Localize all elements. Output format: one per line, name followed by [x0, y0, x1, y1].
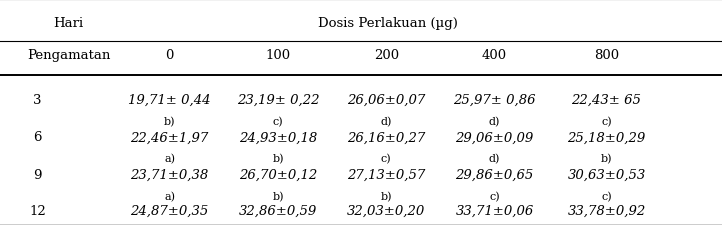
Text: 33,78±0,92: 33,78±0,92 — [567, 204, 645, 217]
Text: 27,13±0,57: 27,13±0,57 — [347, 168, 425, 181]
Text: 32,03±0,20: 32,03±0,20 — [347, 204, 425, 217]
Text: 29,86±0,65: 29,86±0,65 — [456, 168, 534, 181]
Text: a): a) — [164, 153, 175, 164]
Text: 26,70±0,12: 26,70±0,12 — [239, 168, 317, 181]
Text: 0: 0 — [165, 49, 174, 62]
Text: 24,87±0,35: 24,87±0,35 — [131, 204, 209, 217]
Text: 6: 6 — [33, 131, 42, 144]
Text: b): b) — [380, 191, 392, 201]
Text: 400: 400 — [482, 49, 507, 62]
Text: c): c) — [381, 153, 391, 164]
Text: 33,71±0,06: 33,71±0,06 — [456, 204, 534, 217]
Text: c): c) — [601, 116, 612, 127]
Text: c): c) — [601, 191, 612, 201]
Text: 30,63±0,53: 30,63±0,53 — [567, 168, 645, 181]
Text: d): d) — [489, 153, 500, 164]
Text: c): c) — [273, 116, 283, 127]
Text: 29,06±0,09: 29,06±0,09 — [456, 131, 534, 144]
Text: 19,71± 0,44: 19,71± 0,44 — [129, 94, 211, 107]
Text: 22,43± 65: 22,43± 65 — [572, 94, 641, 107]
Text: a): a) — [164, 191, 175, 201]
Text: Pengamatan: Pengamatan — [27, 49, 110, 62]
Text: 22,46±1,97: 22,46±1,97 — [131, 131, 209, 144]
Text: 200: 200 — [374, 49, 399, 62]
Text: b): b) — [272, 191, 284, 201]
Text: 26,06±0,07: 26,06±0,07 — [347, 94, 425, 107]
Text: 12: 12 — [29, 204, 46, 217]
Text: 25,18±0,29: 25,18±0,29 — [567, 131, 645, 144]
Text: 26,16±0,27: 26,16±0,27 — [347, 131, 425, 144]
Text: b): b) — [272, 153, 284, 164]
Text: 3: 3 — [33, 94, 42, 107]
Text: Hari: Hari — [53, 17, 84, 30]
Text: Dosis Perlakuan (µg): Dosis Perlakuan (µg) — [318, 17, 458, 30]
Text: 800: 800 — [594, 49, 619, 62]
Text: 100: 100 — [266, 49, 290, 62]
Text: 24,93±0,18: 24,93±0,18 — [239, 131, 317, 144]
Text: b): b) — [601, 153, 612, 164]
Text: 25,97± 0,86: 25,97± 0,86 — [453, 94, 536, 107]
Text: d): d) — [380, 116, 392, 127]
Text: 9: 9 — [33, 168, 42, 181]
Text: 23,19± 0,22: 23,19± 0,22 — [237, 94, 319, 107]
Text: c): c) — [490, 191, 500, 201]
Text: 32,86±0,59: 32,86±0,59 — [239, 204, 317, 217]
Text: d): d) — [489, 116, 500, 127]
Text: b): b) — [164, 116, 175, 127]
Text: 23,71±0,38: 23,71±0,38 — [131, 168, 209, 181]
